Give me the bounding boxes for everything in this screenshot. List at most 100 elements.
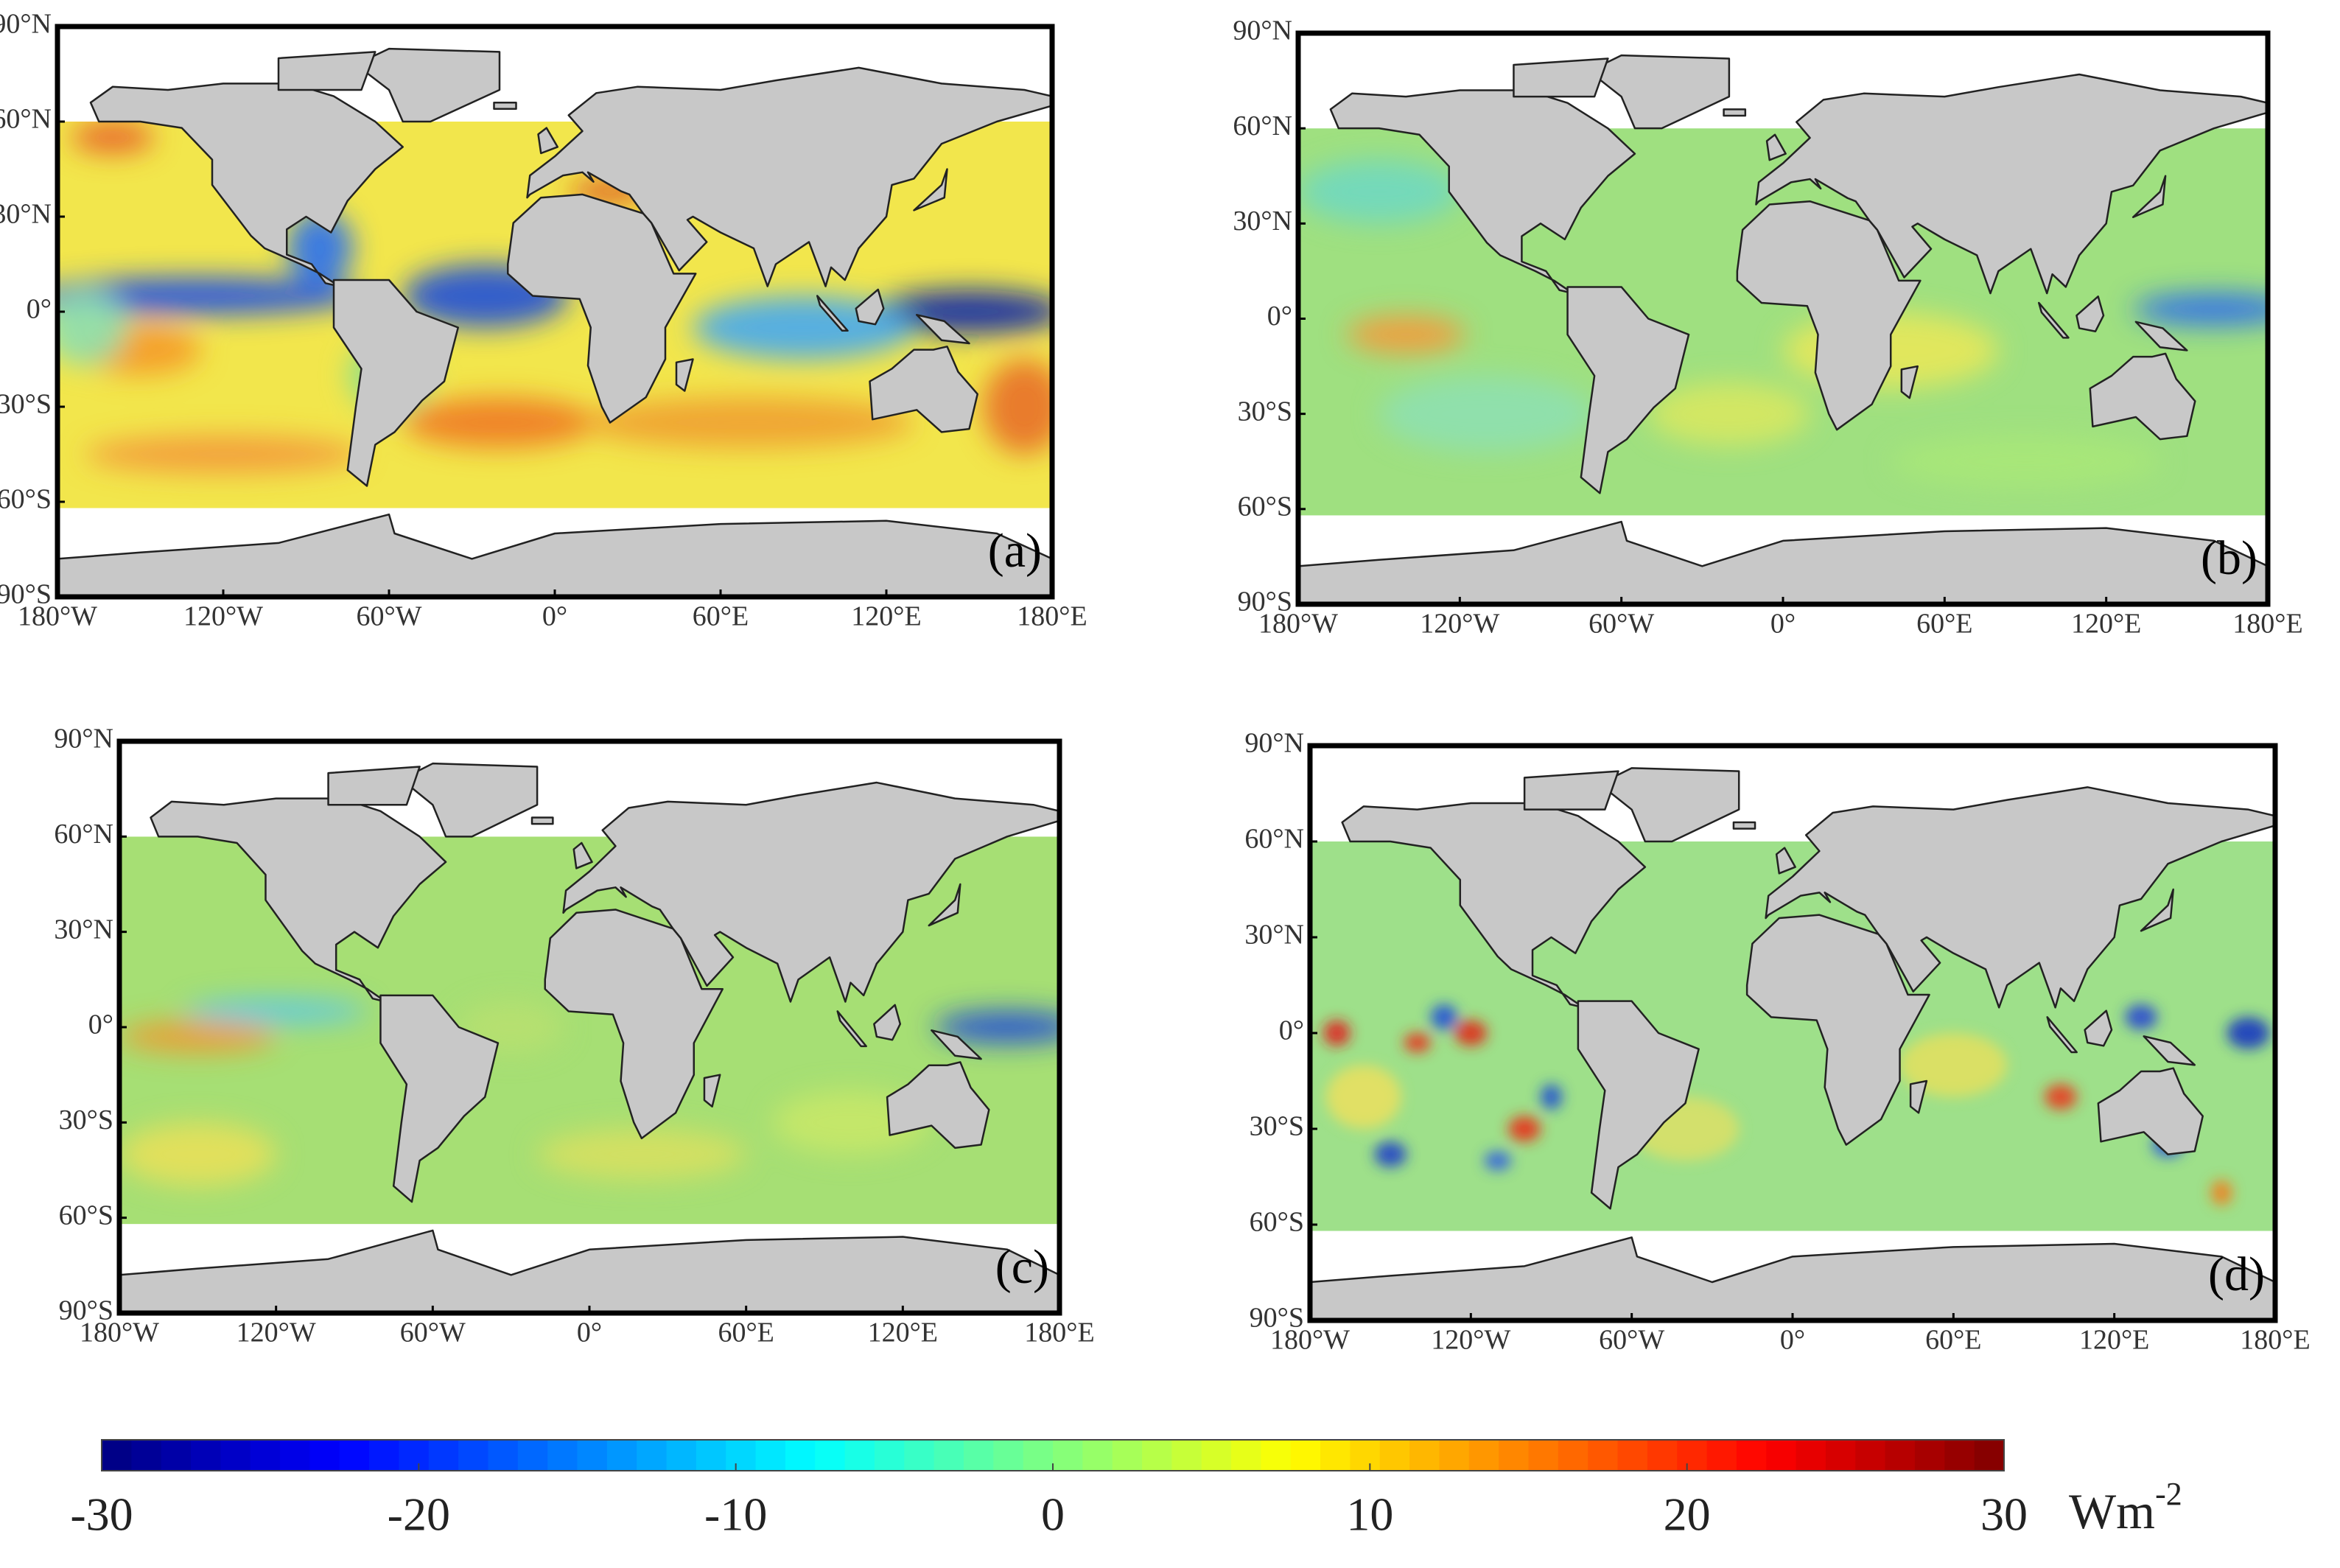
anomaly	[582, 397, 914, 448]
land	[2143, 1035, 2196, 1066]
lat-tick-label: 0°	[27, 294, 52, 325]
lon-tick-label: 60°W	[400, 1317, 466, 1348]
colorbar-swatch	[637, 1440, 668, 1471]
lat-tick-label: 90°S	[1238, 587, 1292, 617]
land	[2046, 1016, 2078, 1054]
anomaly	[1484, 1151, 1511, 1171]
panel-label: (a)	[988, 524, 1042, 578]
map-area	[1310, 746, 2275, 1320]
anomaly	[119, 1122, 276, 1186]
land	[886, 1061, 990, 1149]
land	[2038, 301, 2070, 339]
land	[526, 66, 1052, 287]
anomaly	[85, 435, 362, 474]
colorbar-swatch	[1825, 1440, 1856, 1471]
map-panel: 180°W 120°W 60°W 0° 60°E 120°E 180°E 90°N 60°N 30…	[1233, 15, 2302, 640]
lon-tick-label: 180°E	[1017, 601, 1087, 632]
colorbar-swatch	[1379, 1440, 1410, 1471]
land	[873, 1004, 902, 1041]
colorbar-swatch	[161, 1440, 192, 1471]
anomaly	[1508, 1116, 1541, 1142]
anomaly	[2133, 293, 2268, 326]
lat-tick-label: 60°S	[59, 1200, 113, 1231]
panel-label: (d)	[2208, 1247, 2265, 1301]
anomaly	[1648, 382, 1810, 446]
land	[2131, 175, 2167, 218]
colorbar-swatch	[696, 1440, 726, 1471]
colorbar-swatch	[963, 1440, 994, 1471]
land	[354, 47, 501, 123]
colorbar-swatch	[1736, 1440, 1767, 1471]
anomaly	[933, 1011, 1059, 1043]
lon-tick-label: 180°E	[2232, 609, 2302, 640]
colorbar-swatch	[1558, 1440, 1588, 1471]
land	[379, 994, 500, 1203]
colorbar-swatch	[1796, 1440, 1826, 1471]
lon-tick-label: 60°W	[356, 601, 421, 632]
lat-tick-label: 0°	[88, 1009, 113, 1040]
lat-tick-label: 30°N	[54, 914, 113, 945]
colorbar-swatch	[1974, 1440, 2005, 1471]
colorbar-swatch	[517, 1440, 548, 1471]
colorbar-tick-label: -20	[388, 1488, 450, 1541]
land	[1298, 520, 2268, 604]
colorbar-swatch	[1855, 1440, 1886, 1471]
map-area	[1298, 33, 2268, 604]
anomaly	[184, 998, 368, 1024]
colorbar-swatch	[458, 1440, 489, 1471]
colorbar-swatch	[250, 1440, 281, 1471]
colorbar-swatch	[904, 1440, 935, 1471]
lon-tick-label: 60°E	[1925, 1325, 1981, 1356]
lat-tick-label: 90°N	[54, 724, 113, 755]
colorbar-swatch	[131, 1440, 162, 1471]
lat-tick-label: 60°S	[1238, 491, 1292, 522]
anomaly	[287, 210, 354, 287]
lat-tick-label: 30°N	[1244, 920, 1304, 951]
land	[1577, 1000, 1700, 1210]
anomaly	[57, 289, 127, 366]
colorbar-swatch	[1142, 1440, 1172, 1471]
lon-tick-label: 60°E	[1916, 609, 1972, 640]
colorbar-unit: Wm-2	[2069, 1476, 2182, 1539]
lat-tick-label: 0°	[1267, 301, 1292, 332]
land	[332, 279, 459, 487]
anomaly	[872, 289, 1052, 335]
lat-tick-label: 60°N	[54, 819, 113, 850]
lon-tick-label: 120°E	[2071, 609, 2141, 640]
anomaly	[2125, 1004, 2157, 1030]
land	[1736, 200, 1922, 431]
colorbar-swatch	[102, 1440, 132, 1471]
lon-tick-label: 0°	[577, 1317, 602, 1348]
anomaly	[2045, 1084, 2077, 1110]
anomaly	[1325, 1065, 1401, 1129]
lon-tick-label: 120°W	[237, 1317, 316, 1348]
land	[572, 841, 593, 869]
anomaly	[1540, 1084, 1563, 1110]
lat-tick-label: 30°S	[59, 1105, 113, 1135]
land	[562, 781, 1059, 1003]
colorbar-swatch	[577, 1440, 608, 1471]
lon-tick-label: 180°W	[1270, 1325, 1350, 1356]
colorbar-swatch	[844, 1440, 875, 1471]
colorbar-tick-label: 0	[1041, 1488, 1065, 1541]
anomaly	[537, 1128, 746, 1180]
unit-base: Wm	[2069, 1483, 2155, 1539]
colorbar-swatch	[1201, 1440, 1232, 1471]
colorbar-swatch	[339, 1440, 370, 1471]
colorbar-swatch	[1766, 1440, 1797, 1471]
colorbar-tick-label: 30	[1980, 1488, 2028, 1541]
anomaly	[1298, 160, 1460, 224]
land	[2089, 352, 2196, 441]
colorbar: -30 -20 -10 0 10 20 30	[70, 1439, 2028, 1541]
lon-tick-label: 180°W	[80, 1317, 159, 1348]
lon-tick-label: 60°W	[1588, 609, 1654, 640]
lat-tick-label: 90°S	[0, 579, 52, 610]
colorbar-swatch	[755, 1440, 786, 1471]
land	[928, 883, 961, 927]
land	[855, 288, 885, 326]
colorbar-swatch	[1706, 1440, 1737, 1471]
land	[1723, 108, 1747, 117]
colorbar-swatch	[1082, 1440, 1113, 1471]
lon-tick-label: 60°E	[718, 1317, 774, 1348]
colorbar-swatch	[369, 1440, 400, 1471]
